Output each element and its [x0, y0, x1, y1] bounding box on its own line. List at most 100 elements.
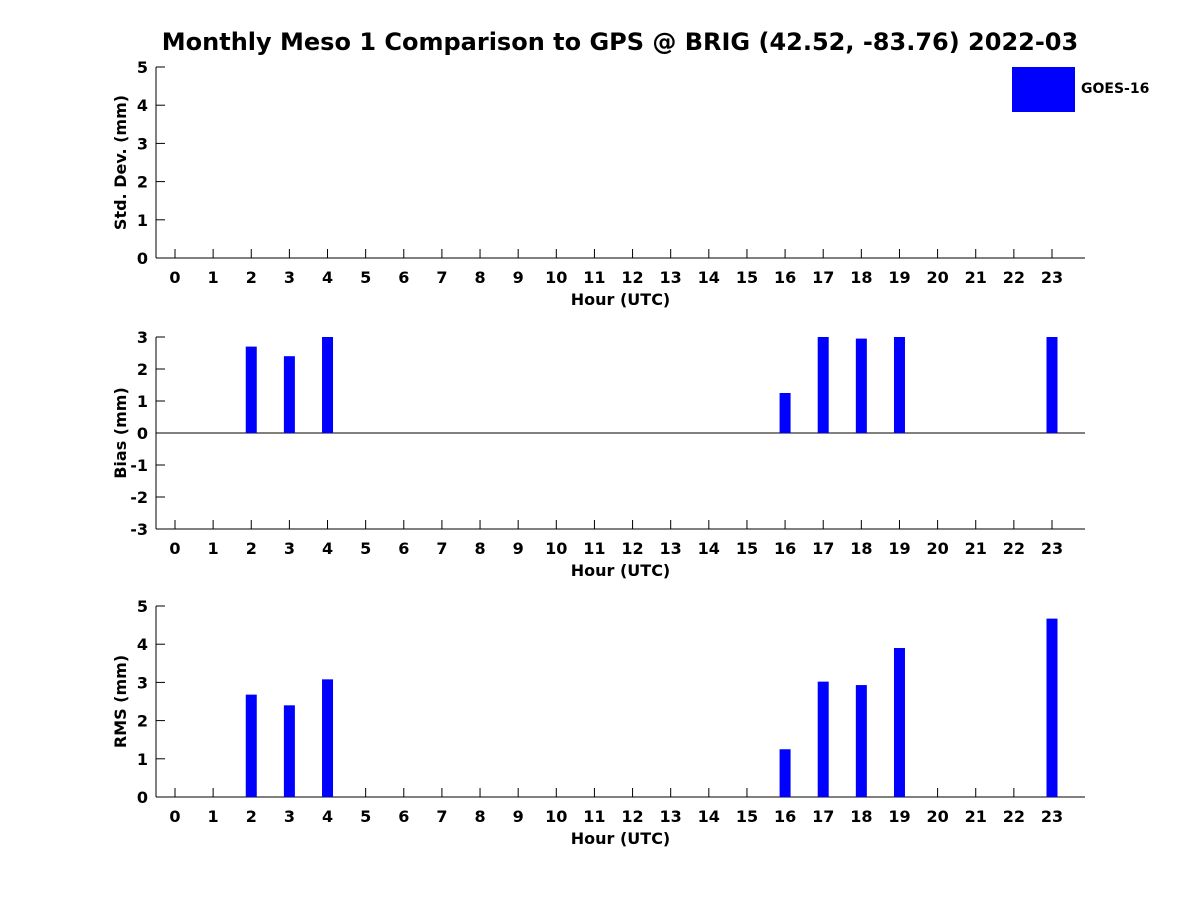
y-tick-label: 1 — [137, 750, 148, 769]
x-tick-label: 21 — [965, 807, 987, 826]
x-tick-label: 11 — [583, 539, 605, 558]
bar — [322, 337, 334, 433]
x-tick-label: 8 — [474, 539, 485, 558]
x-tick-label: 10 — [545, 268, 567, 287]
bar — [779, 749, 791, 797]
x-tick-label: 20 — [926, 539, 948, 558]
y-tick-label: 1 — [137, 211, 148, 230]
x-tick-label: 1 — [208, 539, 219, 558]
y-tick-label: 0 — [137, 788, 148, 807]
x-tick-label: 15 — [736, 539, 758, 558]
x-tick-label: 0 — [169, 268, 180, 287]
x-tick-label: 7 — [436, 539, 447, 558]
x-tick-label: 21 — [965, 539, 987, 558]
x-tick-label: 5 — [360, 268, 371, 287]
bar — [245, 694, 257, 797]
x-tick-label: 4 — [322, 268, 333, 287]
legend-label: GOES-16 — [1081, 81, 1150, 97]
x-tick-label: 9 — [513, 539, 524, 558]
x-tick-label: 6 — [398, 539, 409, 558]
y-tick-label: 2 — [137, 712, 148, 731]
y-tick-label: 2 — [137, 360, 148, 379]
x-tick-label: 22 — [1003, 807, 1025, 826]
bar — [1046, 618, 1058, 797]
x-tick-label: 4 — [322, 807, 333, 826]
x-tick-label: 5 — [360, 539, 371, 558]
x-tick-label: 14 — [698, 268, 720, 287]
bar — [817, 337, 829, 433]
y-tick-label: 3 — [137, 328, 148, 347]
x-tick-label: 0 — [169, 539, 180, 558]
x-tick-label: 3 — [284, 539, 295, 558]
x-tick-label: 3 — [284, 268, 295, 287]
x-tick-label: 21 — [965, 268, 987, 287]
x-tick-label: 19 — [888, 539, 910, 558]
x-tick-label: 23 — [1041, 268, 1063, 287]
x-tick-label: 11 — [583, 268, 605, 287]
bar — [893, 337, 905, 433]
x-tick-label: 17 — [812, 268, 834, 287]
x-tick-label: 10 — [545, 807, 567, 826]
x-tick-label: 1 — [208, 807, 219, 826]
y-tick-label: 2 — [137, 173, 148, 192]
x-tick-label: 16 — [774, 539, 796, 558]
y-tick-label: 1 — [137, 392, 148, 411]
x-tick-label: 5 — [360, 807, 371, 826]
x-tick-label: 19 — [888, 807, 910, 826]
y-tick-label: 3 — [137, 673, 148, 692]
y-axis-label: Std. Dev. (mm) — [111, 95, 130, 230]
x-tick-label: 4 — [322, 539, 333, 558]
x-tick-label: 17 — [812, 807, 834, 826]
x-tick-label: 11 — [583, 807, 605, 826]
y-axis-label: RMS (mm) — [111, 655, 130, 748]
y-tick-label: 5 — [137, 597, 148, 616]
x-tick-label: 16 — [774, 807, 796, 826]
x-tick-label: 12 — [621, 539, 643, 558]
x-tick-label: 7 — [436, 268, 447, 287]
x-tick-label: 2 — [246, 268, 257, 287]
x-tick-label: 23 — [1041, 807, 1063, 826]
x-tick-label: 22 — [1003, 268, 1025, 287]
x-tick-label: 15 — [736, 268, 758, 287]
x-tick-label: 9 — [513, 268, 524, 287]
x-axis-label: Hour (UTC) — [571, 290, 671, 309]
x-tick-label: 19 — [888, 268, 910, 287]
y-tick-label: 4 — [137, 635, 148, 654]
bar — [893, 648, 905, 797]
bar — [779, 393, 791, 433]
x-tick-label: 13 — [660, 807, 682, 826]
bar — [283, 705, 295, 797]
chart-title: Monthly Meso 1 Comparison to GPS @ BRIG … — [161, 28, 1079, 56]
y-tick-label: -3 — [130, 520, 148, 539]
x-tick-label: 0 — [169, 807, 180, 826]
x-tick-label: 6 — [398, 807, 409, 826]
bar — [283, 356, 295, 433]
x-tick-label: 22 — [1003, 539, 1025, 558]
bar — [817, 681, 829, 797]
y-tick-label: 4 — [137, 96, 148, 115]
x-tick-label: 14 — [698, 807, 720, 826]
y-axis-label: Bias (mm) — [111, 387, 130, 479]
x-axis-label: Hour (UTC) — [571, 829, 671, 848]
x-tick-label: 20 — [926, 807, 948, 826]
legend-swatch — [1012, 67, 1075, 112]
x-tick-label: 10 — [545, 539, 567, 558]
x-tick-label: 18 — [850, 807, 872, 826]
x-tick-label: 13 — [660, 539, 682, 558]
y-tick-label: 5 — [137, 58, 148, 77]
x-tick-label: 12 — [621, 807, 643, 826]
bar — [322, 679, 334, 797]
bar — [855, 338, 867, 433]
x-tick-label: 8 — [474, 268, 485, 287]
x-tick-label: 9 — [513, 807, 524, 826]
y-tick-label: 0 — [137, 249, 148, 268]
x-tick-label: 1 — [208, 268, 219, 287]
bar — [855, 685, 867, 797]
x-tick-label: 8 — [474, 807, 485, 826]
y-tick-label: 3 — [137, 134, 148, 153]
x-tick-label: 2 — [246, 807, 257, 826]
bar — [1046, 337, 1058, 433]
x-tick-label: 18 — [850, 268, 872, 287]
y-tick-label: 0 — [137, 424, 148, 443]
x-tick-label: 13 — [660, 268, 682, 287]
